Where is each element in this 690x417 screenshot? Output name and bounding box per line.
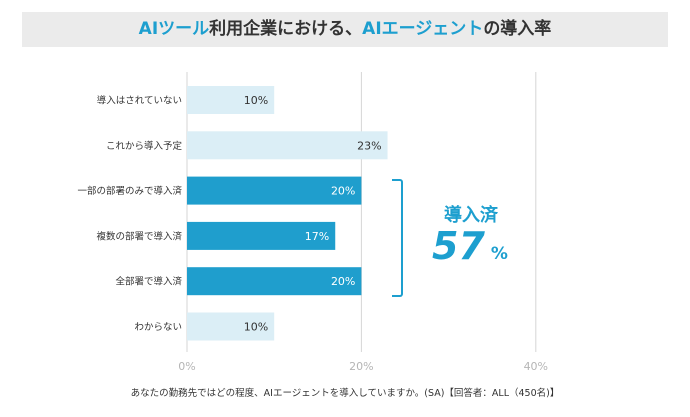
title-part-4: の導入率 (483, 19, 552, 39)
category-label-4: 全部署で導入済 (115, 276, 182, 288)
bar-5 (187, 312, 275, 341)
data-label-3: 17% (305, 230, 329, 243)
x-tick-label-2: 40% (524, 360, 548, 373)
category-label-5: わからない (134, 322, 182, 333)
x-tick-label-1: 20% (349, 360, 373, 373)
summary-number: 57 (432, 224, 485, 268)
chart-title: AIツール利用企業における、AIエージェントの導入率 (22, 12, 668, 47)
bar-4 (187, 267, 362, 296)
bar-0 (187, 86, 275, 114)
summary-value: 57% (432, 224, 508, 268)
bar-3 (187, 221, 336, 250)
data-label-2: 20% (331, 185, 355, 198)
bar-1 (187, 131, 388, 160)
title-part-1: AIツール (138, 19, 210, 39)
bar-2 (187, 176, 362, 205)
summary-label: 導入済 (444, 205, 498, 226)
title-part-2: 利用企業における、 (209, 19, 363, 39)
data-label-4: 20% (331, 275, 355, 288)
title-part-3: AIエージェント (362, 19, 484, 39)
x-tick-label-0: 0% (178, 360, 195, 373)
footnote: あなたの勤務先ではどの程度、AIエージェントを導入していますか。(SA)【回答者… (130, 388, 560, 399)
data-label-1: 23% (357, 139, 381, 152)
data-label-0: 10% (244, 94, 268, 107)
category-label-2: 一部の部署のみで導入済 (77, 185, 182, 197)
category-label-3: 複数の部署で導入済 (96, 230, 182, 242)
category-label-0: 導入はされていない (97, 95, 182, 107)
category-label-1: これから導入予定 (106, 140, 183, 152)
adoption-bracket (392, 179, 403, 297)
data-label-5: 10% (244, 321, 268, 334)
summary-unit: % (490, 244, 508, 264)
